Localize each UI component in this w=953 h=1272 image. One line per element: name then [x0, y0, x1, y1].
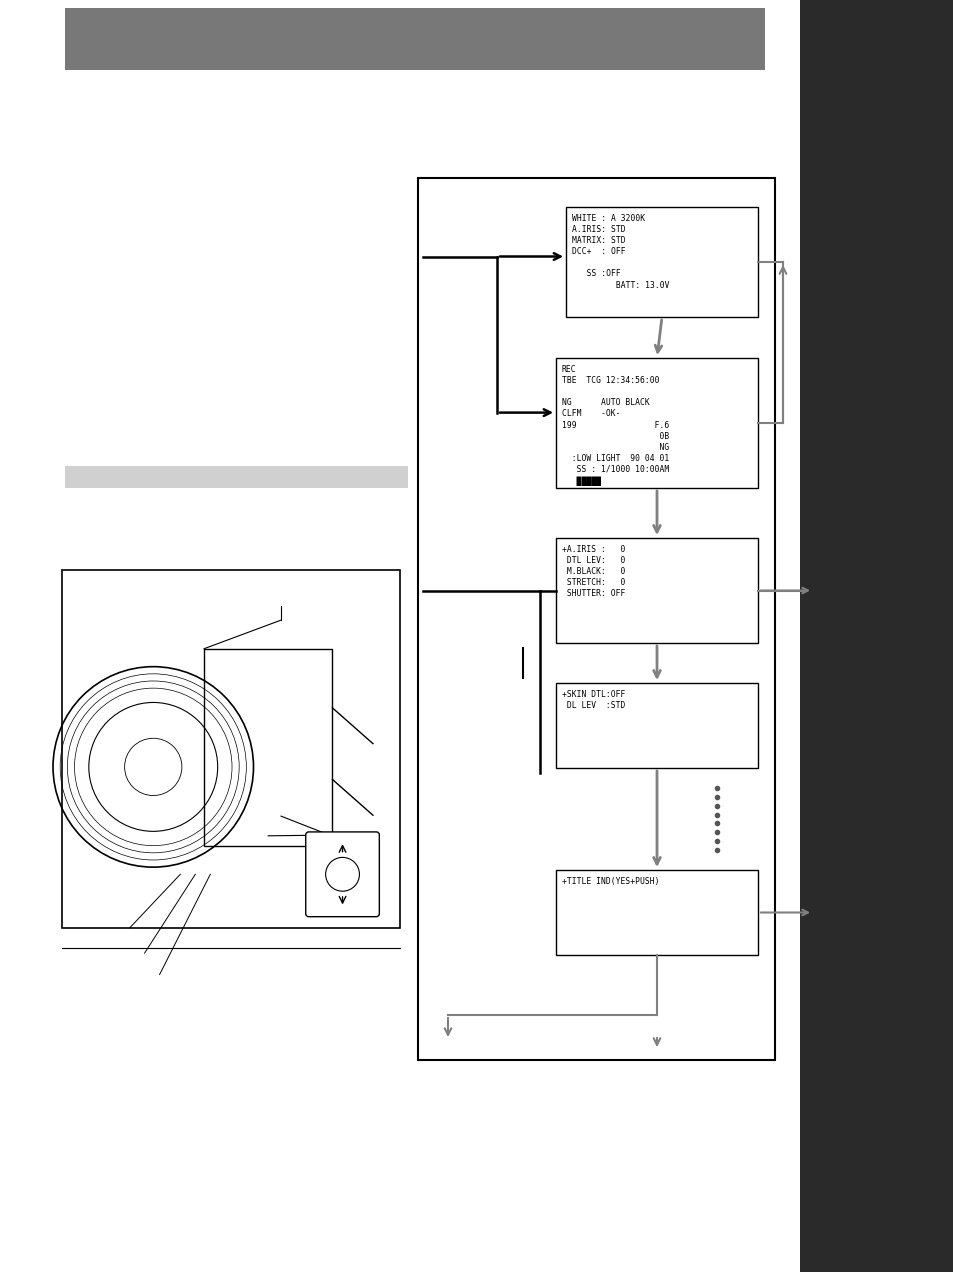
Text: +SKIN DTL:OFF
 DL LEV  :STD: +SKIN DTL:OFF DL LEV :STD [561, 689, 625, 710]
Bar [65, 466, 408, 488]
Bar [565, 207, 758, 317]
Bar [556, 683, 758, 768]
Bar [556, 870, 758, 955]
Bar [417, 178, 774, 1060]
Bar [65, 8, 764, 70]
FancyBboxPatch shape [305, 832, 379, 917]
Bar [62, 570, 399, 929]
Text: WHITE : A 3200K
A.IRIS: STD
MATRIX: STD
DCC+  : OFF

   SS :OFF
         BATT: 1: WHITE : A 3200K A.IRIS: STD MATRIX: STD … [572, 214, 669, 290]
Text: +A.IRIS :   0
 DTL LEV:   0
 M.BLACK:   0
 STRETCH:   0
 SHUTTER: OFF: +A.IRIS : 0 DTL LEV: 0 M.BLACK: 0 STRETC… [561, 544, 625, 598]
Text: REC
TBE  TCG 12:34:56:00

NG      AUTO BLACK
CLFM    -OK-
199                F.6: REC TBE TCG 12:34:56:00 NG AUTO BLACK CL… [561, 365, 669, 486]
Bar [204, 649, 332, 846]
Bar [556, 538, 758, 644]
Bar [800, 0, 953, 1272]
Bar [556, 357, 758, 488]
Text: +TITLE IND(YES+PUSH): +TITLE IND(YES+PUSH) [561, 876, 659, 887]
